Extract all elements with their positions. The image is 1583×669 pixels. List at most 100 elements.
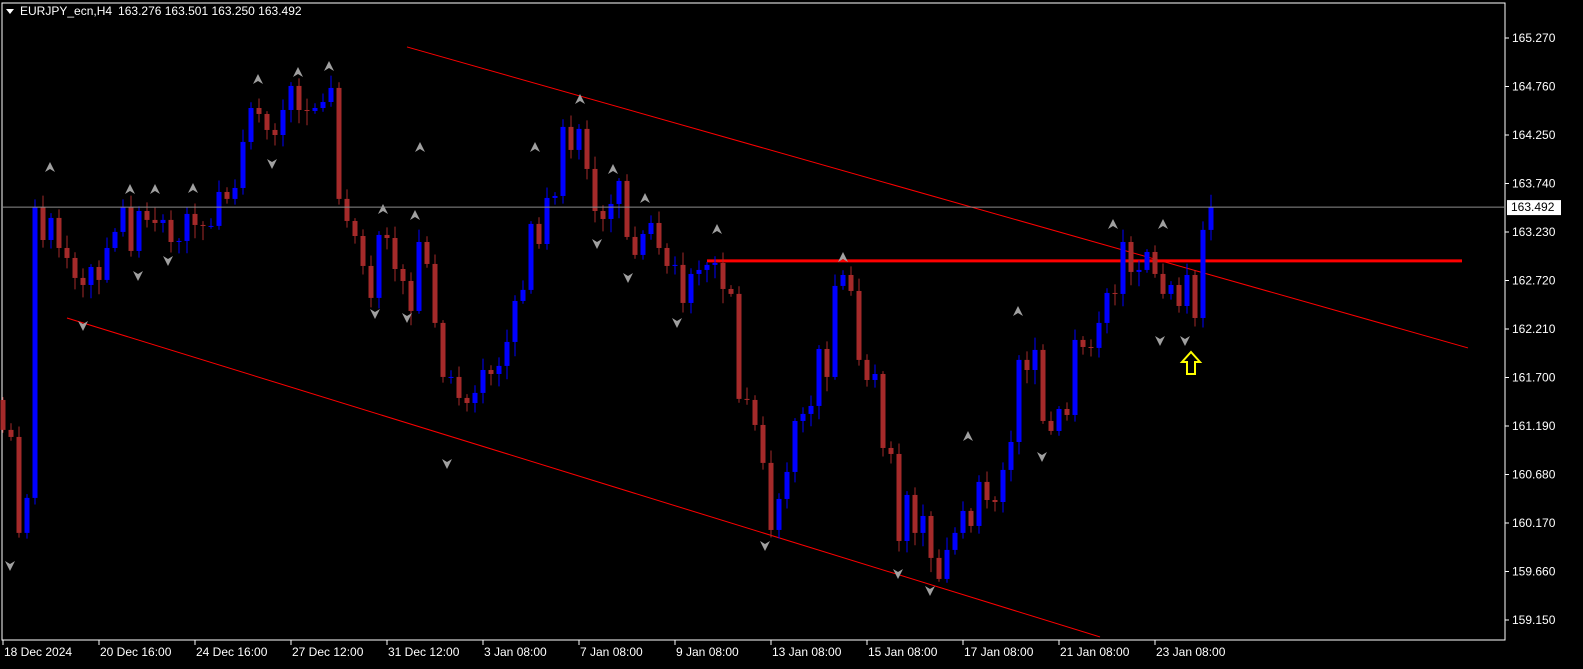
candle-body bbox=[280, 109, 286, 136]
candle-body bbox=[40, 206, 46, 240]
candle-body bbox=[592, 168, 598, 211]
candle bbox=[1200, 221, 1206, 328]
candle bbox=[816, 345, 822, 420]
candle bbox=[64, 235, 70, 269]
candle bbox=[1152, 245, 1158, 278]
fractal-up-icon bbox=[530, 142, 540, 152]
candle-body bbox=[736, 293, 742, 399]
candle-body bbox=[1160, 273, 1166, 294]
candle-body bbox=[248, 107, 254, 142]
time-tick-label: 31 Dec 12:00 bbox=[388, 645, 460, 659]
candle-body bbox=[336, 87, 342, 199]
candle bbox=[968, 508, 974, 533]
candle-body bbox=[96, 267, 102, 280]
candle bbox=[440, 320, 446, 383]
candle bbox=[272, 123, 278, 146]
candle bbox=[24, 494, 30, 539]
candle bbox=[384, 227, 390, 250]
candle bbox=[936, 549, 942, 582]
candle-body bbox=[1208, 207, 1214, 230]
candle bbox=[888, 441, 894, 464]
candle bbox=[1000, 462, 1006, 513]
candle-body bbox=[552, 195, 558, 198]
candle bbox=[664, 243, 670, 274]
candle-body bbox=[904, 494, 910, 541]
candle bbox=[208, 218, 214, 229]
candle bbox=[608, 194, 614, 233]
fractal-up-icon bbox=[1013, 306, 1023, 316]
candle-body bbox=[856, 290, 862, 360]
candle bbox=[568, 115, 574, 159]
candle-body bbox=[176, 240, 182, 242]
candle bbox=[392, 226, 398, 282]
price-tick-label: 163.230 bbox=[1512, 225, 1556, 239]
fractal-down-icon bbox=[267, 159, 277, 169]
candle-body bbox=[640, 234, 646, 255]
candle-body bbox=[192, 213, 198, 225]
candle bbox=[432, 254, 438, 328]
candle-body bbox=[672, 264, 678, 266]
candle bbox=[856, 278, 862, 366]
candle-body bbox=[8, 429, 14, 437]
candle-body bbox=[712, 262, 718, 265]
candle bbox=[88, 264, 94, 299]
candle-body bbox=[0, 399, 6, 430]
fractal-up-icon bbox=[963, 431, 973, 441]
candle bbox=[648, 215, 654, 240]
candle bbox=[848, 266, 854, 296]
price-tick-label: 161.700 bbox=[1512, 371, 1556, 385]
candle-body bbox=[1176, 284, 1182, 306]
fractal-down-icon bbox=[370, 309, 380, 319]
fractal-up-icon bbox=[378, 204, 388, 214]
channel-upper-line[interactable] bbox=[406, 46, 1469, 349]
candle bbox=[840, 270, 846, 290]
time-axis: 18 Dec 2024 20 Dec 16:00 24 Dec 16:00 27 De… bbox=[2, 640, 1226, 659]
candle-body bbox=[296, 85, 302, 110]
candle bbox=[1128, 236, 1134, 286]
candle-body bbox=[352, 220, 358, 236]
candle-body bbox=[480, 369, 486, 393]
candle bbox=[832, 274, 838, 380]
candle-body bbox=[160, 219, 166, 223]
candle bbox=[904, 491, 910, 553]
candle-body bbox=[1072, 339, 1078, 415]
candle bbox=[200, 221, 206, 241]
candle-body bbox=[384, 234, 390, 238]
time-tick-label: 20 Dec 16:00 bbox=[100, 645, 172, 659]
time-tick-label: 24 Dec 16:00 bbox=[196, 645, 268, 659]
candle-body bbox=[112, 231, 118, 248]
candle-body bbox=[920, 515, 926, 533]
fractal-markers bbox=[5, 61, 1190, 596]
triangle-down-icon[interactable] bbox=[6, 8, 14, 14]
candle-body bbox=[936, 557, 942, 579]
candle-body bbox=[888, 447, 894, 454]
candle bbox=[184, 207, 190, 254]
candle bbox=[1096, 311, 1102, 358]
candle bbox=[280, 99, 286, 147]
price-tick-label: 161.190 bbox=[1512, 419, 1556, 433]
candle bbox=[1056, 406, 1062, 436]
candle-body bbox=[1000, 469, 1006, 502]
candle bbox=[944, 537, 950, 583]
candle-body bbox=[896, 453, 902, 541]
time-tick-label: 23 Jan 08:00 bbox=[1156, 645, 1226, 659]
candle-body bbox=[912, 494, 918, 533]
symbol-timeframe: EURJPY_ecn,H4 bbox=[20, 4, 113, 18]
candle-body bbox=[312, 107, 318, 111]
candle-body bbox=[56, 217, 62, 248]
candle-body bbox=[1032, 349, 1038, 370]
channel-lower-line[interactable] bbox=[66, 317, 1101, 638]
candle bbox=[224, 187, 230, 204]
candle-body bbox=[1048, 420, 1054, 431]
candle bbox=[320, 93, 326, 112]
candle-body bbox=[576, 128, 582, 150]
candle bbox=[448, 370, 454, 384]
candle-body bbox=[688, 273, 694, 303]
fractal-down-icon bbox=[925, 586, 935, 596]
candle bbox=[720, 252, 726, 304]
plot-area bbox=[1, 2, 1506, 641]
candle bbox=[32, 199, 38, 505]
candle-body bbox=[1128, 241, 1134, 272]
candle-body bbox=[1056, 408, 1062, 431]
